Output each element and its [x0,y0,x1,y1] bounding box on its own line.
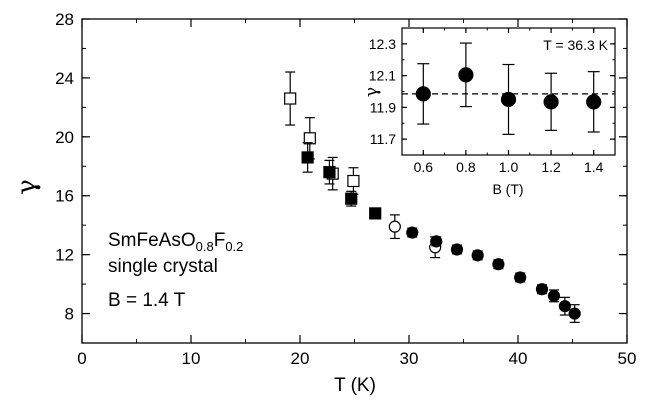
open-square-marker [303,132,316,145]
inset-axis-ticks [402,27,615,155]
inset-data-point [500,63,517,135]
main-data-point [301,142,314,173]
field-value: B = 1.4 T [108,290,186,311]
main-y-tick-label: 24 [55,69,74,88]
filled-circle-marker [406,226,419,239]
main-data-point [535,283,549,296]
inset-x-tick-label: 0.6 [414,159,434,175]
main-data-point [284,71,297,126]
main-tick-labels: 0 10 20 30 40 50 8 12 16 20 24 28 [55,10,636,368]
main-y-tick-label: 28 [55,10,74,29]
main-y-tick-label: 20 [55,128,74,147]
main-y-tick-label: 12 [55,246,74,265]
main-x-tick-label: 0 [77,349,86,368]
filled-square-marker [323,166,336,179]
formula-base: SmFeAsO [108,230,196,251]
main-data-point [345,190,358,207]
sample-formula: SmFeAsO0.8F0.2 [108,230,243,254]
filled-circle-marker [543,94,559,110]
main-x-tick-label: 10 [182,349,201,368]
filled-circle-marker [568,307,581,320]
filled-square-marker [369,207,382,220]
open-circle-marker [388,220,401,233]
main-x-tick-label: 20 [291,349,310,368]
filled-circle-marker [514,271,527,284]
inset-data-points [415,42,602,135]
main-data-points [284,71,581,323]
open-square-marker [284,92,297,105]
filled-circle-marker [471,249,484,262]
filled-circle-marker [458,67,474,83]
main-y-axis-label: γ [12,179,42,195]
formula-mid: F [214,230,226,251]
inset-y-tick-label: 12.3 [369,36,396,52]
main-data-point [558,296,571,316]
inset-x-tick-label: 1.0 [499,159,519,175]
inset-y-tick-label: 12.1 [369,68,396,84]
main-x-axis-label: T (K) [334,375,376,396]
main-x-tick-label: 30 [400,349,419,368]
main-y-tick-label: 8 [65,305,74,324]
main-data-point [568,304,581,323]
inset-y-tick-label: 11.7 [370,131,396,147]
main-data-point [471,249,484,262]
main-data-point [430,235,443,248]
inset-y-axis-label: γ [362,87,382,97]
main-x-tick-label: 50 [618,349,637,368]
filled-square-marker [301,151,314,164]
inset-data-point [543,72,559,131]
filled-circle-marker [558,300,571,313]
inset-x-tick-label: 1.2 [541,159,561,175]
main-data-point [388,214,401,240]
main-data-point [450,243,464,256]
main-data-point [323,159,336,185]
main-data-point [406,226,419,239]
inset-x-tick-label: 0.8 [456,159,476,175]
main-y-tick-label: 16 [55,187,74,206]
inset-data-point [415,63,431,125]
inset-tick-labels: 0.6 0.8 1.0 1.2 1.4 11.7 11.9 12.1 12.3 [369,36,604,175]
formula-sub-oxygen: 0.8 [196,239,214,254]
filled-square-marker [345,192,358,205]
formula-sub-fluorine: 0.2 [225,239,243,254]
open-square-marker [347,174,360,188]
filled-circle-marker [500,91,517,108]
main-axis-ticks [81,18,628,343]
filled-circle-marker [535,283,549,296]
filled-circle-marker [547,289,561,302]
inset-x-tick-label: 1.4 [584,159,604,175]
inset-data-point [458,42,474,108]
filled-circle-marker [586,94,602,110]
main-x-tick-label: 40 [509,349,528,368]
main-data-point [347,167,360,195]
filled-circle-marker [492,258,505,271]
main-data-point [492,258,505,271]
sample-type: single crystal [108,256,218,277]
filled-circle-marker [450,243,464,256]
main-data-point [514,271,527,284]
filled-circle-marker [430,235,443,248]
inset-data-point [586,71,602,133]
inset-temperature-label: T = 36.3 K [543,37,608,53]
main-data-point [547,289,561,303]
inset-y-tick-label: 11.9 [370,99,396,115]
main-data-point [369,207,382,220]
inset-x-axis-label: B (T) [492,181,523,197]
filled-circle-marker [415,86,431,102]
